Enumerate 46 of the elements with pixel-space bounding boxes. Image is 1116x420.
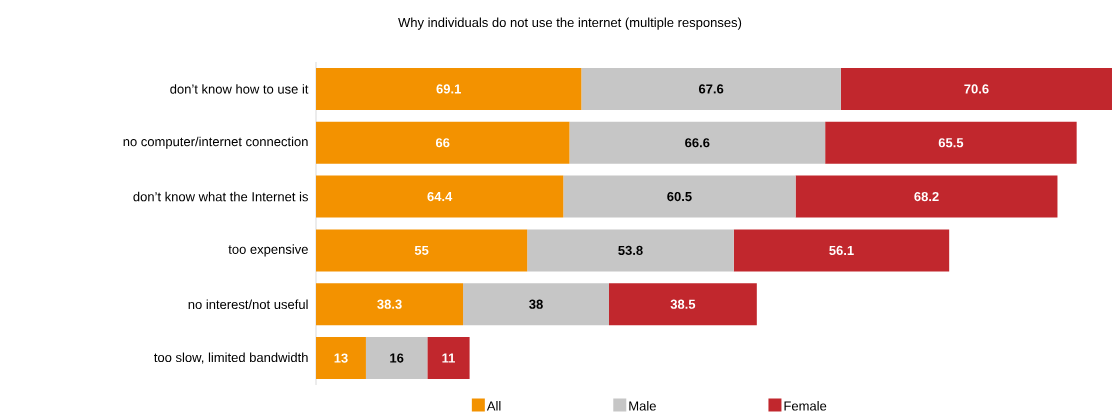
bar bbox=[733, 229, 950, 272]
bar bbox=[825, 121, 1077, 164]
bar bbox=[608, 283, 757, 326]
data-label: 69.1 bbox=[436, 84, 461, 94]
data-label: 38.3 bbox=[377, 299, 402, 309]
legend-label: Female bbox=[784, 401, 827, 411]
bar bbox=[581, 67, 841, 110]
bar bbox=[316, 337, 366, 380]
bar bbox=[569, 121, 826, 164]
y-tick-label: don’t know what the Internet is bbox=[133, 191, 308, 202]
data-label: 60.5 bbox=[667, 191, 692, 202]
data-label: 66.6 bbox=[685, 138, 710, 148]
bar bbox=[563, 175, 796, 218]
y-tick-label: too slow, limited bandwidth bbox=[154, 352, 308, 364]
bar bbox=[316, 283, 464, 326]
bar bbox=[795, 175, 1058, 218]
data-label: 11 bbox=[442, 353, 455, 363]
bar bbox=[316, 229, 528, 272]
y-tick-label: don’t know how to use it bbox=[170, 84, 309, 94]
y-tick-label: too expensive bbox=[228, 244, 308, 257]
data-label: 65.5 bbox=[938, 138, 964, 148]
y-tick-label: no computer/internet connection bbox=[123, 136, 308, 149]
bar bbox=[316, 121, 570, 164]
data-label: 64.4 bbox=[427, 191, 453, 202]
data-label: 38 bbox=[529, 299, 543, 309]
bar bbox=[527, 229, 734, 272]
bar bbox=[365, 337, 428, 380]
bar bbox=[840, 67, 1112, 110]
data-label: 16 bbox=[390, 353, 404, 363]
data-label: 53.8 bbox=[618, 245, 643, 256]
bar bbox=[316, 175, 564, 218]
legend-label: All bbox=[486, 401, 501, 411]
data-label: 66 bbox=[435, 138, 450, 148]
data-label: 38.5 bbox=[670, 299, 696, 309]
legend-label: Male bbox=[629, 401, 656, 411]
data-label: 68.2 bbox=[914, 191, 939, 202]
data-label: 70.6 bbox=[964, 84, 989, 94]
bar bbox=[463, 283, 609, 326]
data-label: 13 bbox=[334, 353, 348, 363]
data-label: 67.6 bbox=[698, 84, 724, 94]
bar bbox=[427, 337, 470, 380]
y-tick-label: no interest/not useful bbox=[188, 299, 308, 310]
chart-title: Why individuals do not use the internet (multiple responses) bbox=[398, 17, 742, 30]
bar bbox=[316, 67, 582, 110]
data-label: 56.1 bbox=[829, 245, 854, 256]
data-label: 55 bbox=[414, 245, 429, 255]
